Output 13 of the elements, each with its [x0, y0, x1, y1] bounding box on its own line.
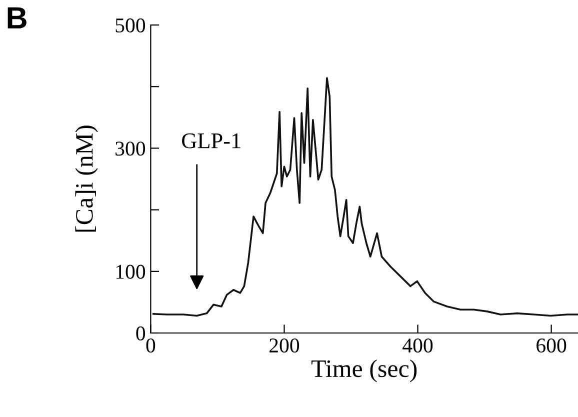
x-tick-label: 600 [536, 338, 566, 353]
y-tick-label: 300 [116, 142, 146, 156]
chart-title: B [8, 7, 26, 28]
x-tick-label: 400 [402, 338, 433, 353]
line-series [152, 77, 578, 317]
y-tick-label: 0 [136, 326, 146, 340]
y-tick-label: 100 [116, 264, 146, 279]
y-axis-title: [Ca]i (nM) [75, 126, 98, 232]
x-axis-title: Time (sec) [311, 360, 417, 382]
annotation: GLP-1 [182, 133, 240, 148]
x-tick-label: 0 [146, 338, 156, 353]
x-tick-label: 200 [270, 338, 300, 353]
y-tick-label: 500 [116, 18, 146, 32]
